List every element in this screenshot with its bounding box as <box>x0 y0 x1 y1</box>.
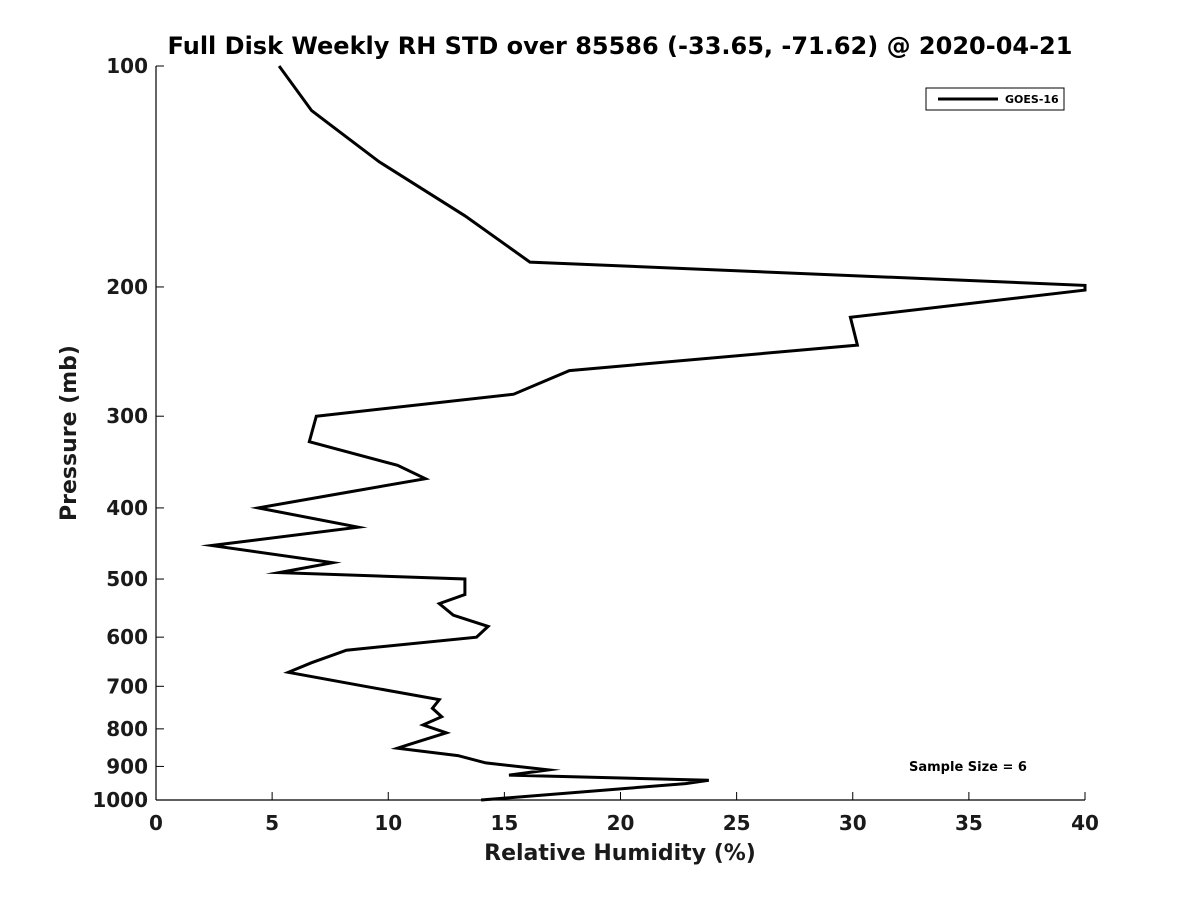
x-axis-label: Relative Humidity (%) <box>484 841 756 866</box>
y-tick-label: 500 <box>106 567 148 591</box>
x-tick-label: 35 <box>955 811 983 835</box>
series-lines <box>200 65 1087 802</box>
y-tick-label: 800 <box>106 717 148 741</box>
chart-title: Full Disk Weekly RH STD over 85586 (-33.… <box>168 32 1073 60</box>
y-tick-label: 600 <box>106 625 148 649</box>
legend: GOES-16 <box>925 87 1065 111</box>
y-axis-ticks: 100 200 300 400 500 600 700 800 900 1000 <box>92 54 164 812</box>
x-tick-label: 40 <box>1071 811 1099 835</box>
x-tick-label: 20 <box>607 811 635 835</box>
series-line-goes-16 <box>200 65 1087 802</box>
x-tick-label: 15 <box>490 811 518 835</box>
y-axis-label: Pressure (mb) <box>57 345 82 521</box>
y-tick-label: 200 <box>106 275 148 299</box>
y-tick-label: 100 <box>106 54 148 78</box>
x-axis-ticks: 0 5 10 15 20 25 30 35 40 <box>149 792 1099 835</box>
x-tick-label: 25 <box>723 811 751 835</box>
x-tick-label: 10 <box>374 811 402 835</box>
x-tick-label: 5 <box>265 811 279 835</box>
y-tick-label: 900 <box>106 754 148 778</box>
x-tick-label: 0 <box>149 811 163 835</box>
y-tick-label: 300 <box>106 404 148 428</box>
axes <box>155 66 1085 801</box>
y-tick-label: 400 <box>106 496 148 520</box>
x-tick-label: 30 <box>839 811 867 835</box>
legend-label-goes-16: GOES-16 <box>1005 93 1059 106</box>
y-tick-label: 700 <box>106 674 148 698</box>
y-tick-label: 1000 <box>92 788 148 812</box>
sample-size-annotation: Sample Size = 6 <box>909 760 1027 775</box>
